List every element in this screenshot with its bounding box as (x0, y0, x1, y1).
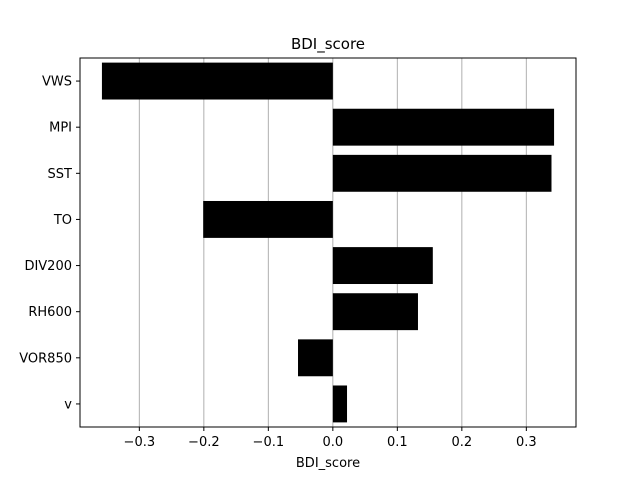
bars (101, 62, 555, 423)
x-tick-label: 0.1 (387, 435, 408, 450)
y-tick-label: v (64, 397, 72, 412)
x-axis-ticks: −0.3 −0.2 −0.1 0.0 0.1 0.2 0.3 (124, 427, 537, 450)
bar-v (332, 385, 348, 423)
y-tick-label: RH600 (28, 305, 72, 320)
chart-title: BDI_score (291, 35, 365, 54)
x-tick-label: 0.3 (516, 435, 537, 450)
bar-vor850 (298, 339, 333, 377)
bar-mpi (332, 108, 555, 146)
x-tick-label: −0.2 (188, 435, 220, 450)
bar-to (203, 200, 333, 238)
y-axis-ticks: VWS MPI SST TO DIV200 RH600 VOR850 v (19, 75, 80, 412)
y-tick-label: DIV200 (24, 259, 72, 274)
x-tick-label: −0.1 (253, 435, 285, 450)
bar-div200 (332, 247, 433, 285)
x-axis-label: BDI_score (296, 456, 360, 471)
y-tick-label: VOR850 (19, 351, 72, 366)
bar-vws (101, 62, 333, 100)
y-tick-label: SST (48, 167, 73, 182)
y-tick-label: VWS (42, 75, 72, 90)
x-tick-label: 0.0 (322, 435, 343, 450)
x-tick-label: 0.2 (451, 435, 472, 450)
x-tick-label: −0.3 (124, 435, 156, 450)
y-tick-label: MPI (49, 121, 72, 136)
plot-frame (79, 57, 577, 428)
y-tick-label: TO (53, 213, 72, 228)
bar-sst (332, 154, 552, 192)
bar-rh600 (332, 293, 418, 331)
